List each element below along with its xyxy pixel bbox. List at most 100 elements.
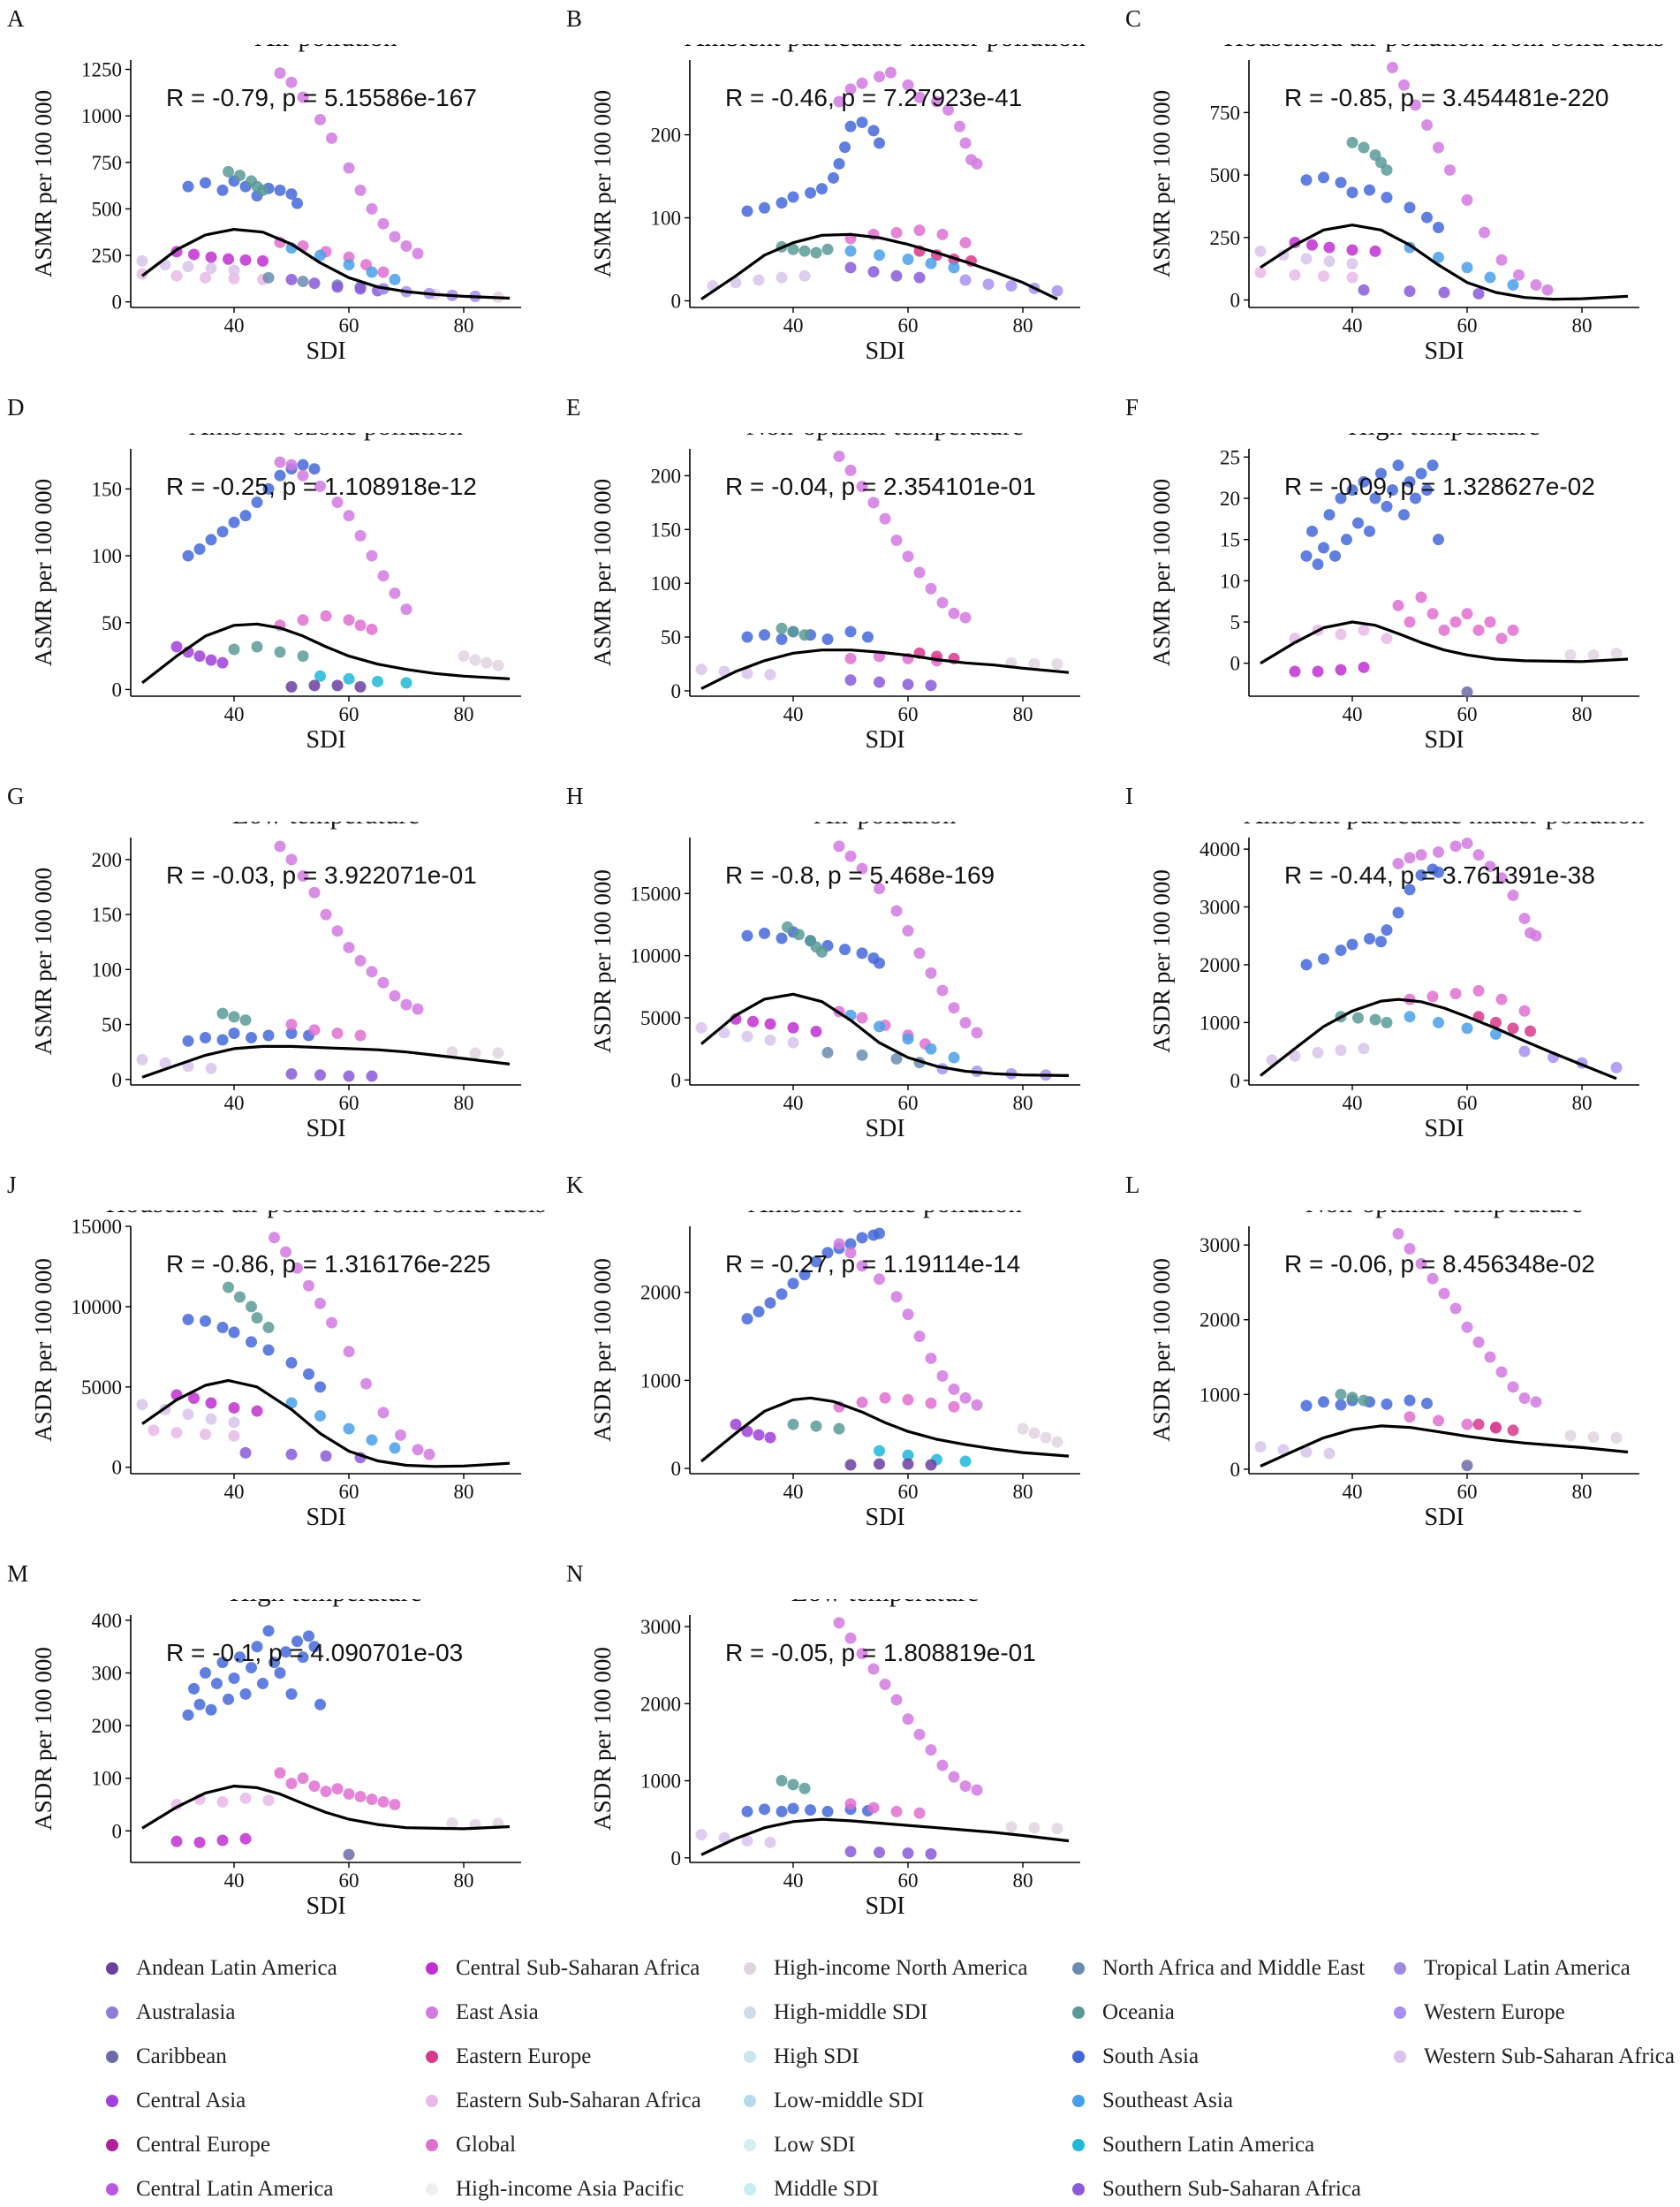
series-oceania	[776, 240, 834, 259]
data-point	[285, 1687, 298, 1700]
data-point	[1381, 192, 1393, 204]
data-point	[787, 191, 799, 203]
data-point	[1358, 661, 1370, 673]
data-point	[787, 1778, 799, 1791]
data-point	[1364, 184, 1375, 196]
x-axis-label: SDI	[865, 1504, 904, 1531]
data-point	[902, 1449, 914, 1461]
data-point	[1335, 1399, 1347, 1411]
data-point	[936, 1759, 949, 1771]
data-point	[971, 1784, 983, 1796]
data-point	[1461, 262, 1473, 274]
data-point	[343, 259, 355, 271]
data-point	[148, 1424, 160, 1437]
data-point	[239, 1014, 252, 1027]
series-south-asia	[182, 1313, 326, 1393]
series-oceania	[223, 165, 269, 196]
y-tick-label: 0	[671, 290, 682, 312]
y-tick-label: 100	[651, 573, 682, 595]
y-tick-label: 250	[92, 245, 123, 267]
data-point	[844, 1247, 857, 1259]
series-oceania	[223, 1281, 275, 1334]
data-point	[1364, 932, 1375, 944]
data-point	[1369, 1013, 1381, 1026]
y-axis-label: ASMR per 100 000	[1148, 479, 1175, 666]
data-point	[798, 1269, 811, 1281]
data-point	[810, 246, 822, 259]
panel-letter: M	[7, 1560, 28, 1587]
x-axis-label: SDI	[306, 337, 345, 365]
data-point	[285, 1448, 298, 1460]
y-tick-label: 4000	[1199, 838, 1240, 861]
panel-B: B Ambient particulate matter pollution 0 10…	[566, 5, 1086, 365]
y-tick-label: 25	[1220, 446, 1240, 468]
legend-item: Andean Latin America	[106, 1951, 337, 1986]
data-point	[1495, 1366, 1508, 1378]
data-point	[890, 1805, 903, 1817]
data-point	[1051, 1436, 1063, 1448]
legend-label: Tropical Latin America	[1424, 1956, 1631, 1980]
series-oceania	[1346, 136, 1393, 176]
y-tick-label: 3000	[1199, 897, 1240, 919]
x-axis-label: SDI	[306, 726, 345, 754]
data-point	[1426, 608, 1439, 620]
x-tick-label: 80	[1572, 1092, 1593, 1114]
data-point	[936, 1369, 949, 1382]
y-tick-label: 0	[112, 292, 123, 314]
data-point	[1461, 1418, 1473, 1430]
data-point	[1375, 467, 1387, 480]
data-point	[170, 269, 183, 282]
series-caribbean	[1461, 686, 1473, 698]
data-point	[776, 1288, 788, 1301]
trend-line	[1260, 997, 1617, 1081]
data-point	[867, 1663, 880, 1675]
data-point	[844, 626, 857, 638]
data-point	[1426, 459, 1439, 472]
data-point	[971, 1399, 983, 1411]
data-point	[942, 103, 954, 116]
data-point	[787, 626, 799, 638]
data-point	[759, 629, 770, 641]
data-point	[481, 656, 493, 669]
data-point	[741, 1805, 753, 1817]
data-point	[1346, 258, 1358, 270]
data-point	[1358, 1043, 1370, 1055]
data-point	[251, 1641, 263, 1653]
series-east-asia	[1387, 61, 1554, 296]
data-point	[1300, 959, 1313, 971]
data-point	[320, 1786, 332, 1798]
data-point	[741, 667, 753, 679]
data-point	[239, 1446, 252, 1459]
data-point	[239, 510, 252, 522]
trend-line	[1260, 620, 1629, 665]
data-point	[902, 1713, 914, 1725]
data-point	[959, 137, 972, 149]
legend-swatch	[106, 2095, 118, 2107]
legend-swatch	[106, 1962, 118, 1975]
data-point	[246, 1301, 257, 1313]
data-point	[1433, 866, 1444, 878]
data-point	[308, 1024, 321, 1036]
data-point	[867, 266, 880, 278]
data-point	[320, 908, 332, 921]
panel-C: C Household air pollution from solid fuel…	[1125, 5, 1664, 365]
data-point	[200, 1315, 211, 1327]
data-point	[821, 1805, 834, 1817]
data-point	[216, 656, 229, 669]
series-caribbean	[1461, 1460, 1473, 1472]
x-tick-label: 40	[224, 315, 245, 337]
legend-item: Australasia	[106, 1995, 235, 2030]
data-point	[234, 1651, 246, 1664]
series-southeast-asia	[1404, 1011, 1502, 1040]
data-point	[412, 247, 424, 260]
series-oceania	[216, 1007, 252, 1027]
series-southern-sub-saharan-africa	[844, 262, 926, 284]
data-point	[1335, 1044, 1347, 1057]
data-point	[216, 1322, 229, 1334]
series-southern-sub-saharan-africa	[844, 1846, 937, 1860]
data-point	[1346, 244, 1358, 256]
data-point	[816, 183, 828, 195]
y-tick-label: 0	[112, 1820, 123, 1842]
series-southern-sub-saharan-africa	[844, 674, 937, 692]
data-point	[913, 1728, 926, 1741]
